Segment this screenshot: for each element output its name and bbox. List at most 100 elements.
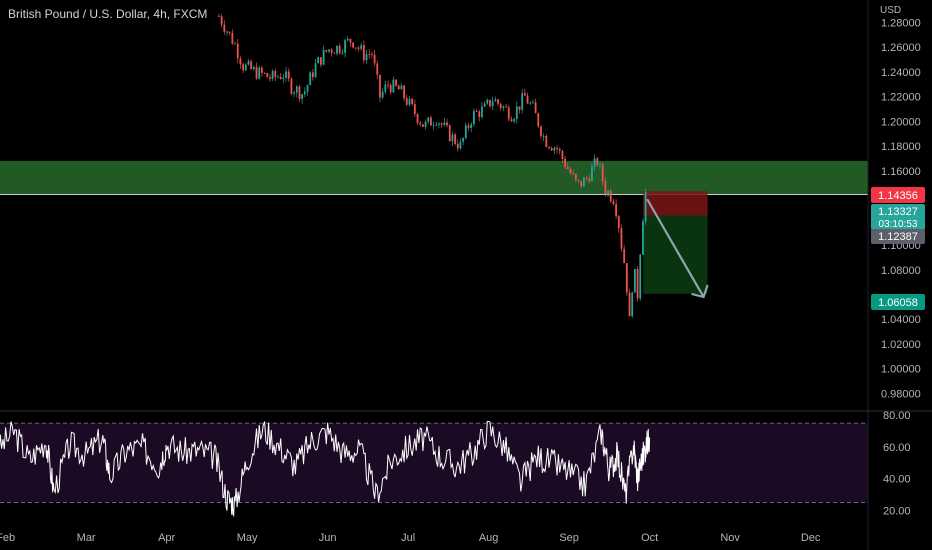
candle-body	[293, 92, 295, 94]
candle-body	[625, 263, 628, 293]
candle-body	[612, 201, 615, 205]
time-tick-label: Aug	[479, 532, 499, 544]
candlestick-series	[218, 13, 647, 318]
candle-body	[357, 47, 360, 49]
candle-body	[349, 38, 352, 43]
candle-body	[491, 101, 494, 107]
candle-body	[577, 179, 580, 182]
candle-body	[472, 110, 475, 125]
candle-body	[558, 149, 561, 151]
candle-body	[330, 49, 333, 53]
candle-body	[263, 72, 266, 74]
candle-body	[234, 43, 236, 45]
price-pane[interactable]	[0, 13, 868, 318]
candle-body	[322, 50, 325, 65]
candle-body	[523, 93, 526, 96]
entry-badge-text: 1.12387	[878, 231, 918, 243]
price-axis[interactable]: 1.28000 1.26000 1.24000 1.22000 1.20000 1.180…	[881, 17, 921, 400]
candle-body	[427, 117, 430, 122]
candle-body	[494, 99, 497, 102]
candle-body	[464, 125, 467, 138]
current-price-text: 1.13327	[878, 206, 918, 218]
rsi-pane[interactable]	[0, 421, 868, 518]
candle-body	[475, 110, 478, 112]
entry-badge	[871, 229, 925, 244]
time-tick-label: May	[237, 532, 258, 544]
time-tick-label: Apr	[158, 532, 175, 544]
candle-body	[405, 98, 408, 105]
candle-body	[478, 111, 481, 118]
price-tick-label: 1.26000	[881, 42, 921, 54]
rsi-tick-label: 20.00	[883, 505, 911, 517]
candle-body	[435, 124, 438, 126]
price-tick-label: 1.20000	[881, 116, 921, 128]
candle-body	[226, 31, 228, 33]
candle-body	[373, 54, 376, 64]
candle-body	[540, 126, 542, 137]
candle-body	[572, 173, 575, 175]
arrow-shaft	[646, 198, 705, 298]
candle-body	[596, 158, 599, 165]
candle-body	[250, 61, 253, 70]
candle-body	[279, 76, 282, 80]
candle-body	[333, 52, 336, 54]
target-zone	[643, 215, 708, 294]
price-tick-label: 1.24000	[881, 67, 921, 79]
candle-body	[631, 292, 634, 317]
candle-body	[446, 122, 448, 126]
candle-body	[362, 45, 365, 61]
candle-body	[456, 143, 459, 149]
candle-body	[381, 91, 384, 98]
candle-body	[397, 85, 400, 90]
price-tick-label: 0.98000	[881, 388, 921, 400]
candle-body	[451, 134, 454, 142]
rsi-line	[0, 421, 651, 518]
price-tick-label: 1.16000	[881, 166, 921, 178]
candle-body	[236, 43, 239, 59]
candle-body	[314, 63, 317, 78]
time-tick-label: Jul	[401, 532, 415, 544]
candle-body	[489, 99, 491, 107]
candle-body	[336, 45, 338, 54]
candle-body	[266, 73, 269, 78]
candle-body	[591, 166, 593, 182]
candle-body	[346, 38, 349, 41]
candle-body	[532, 102, 534, 104]
candle-body	[242, 64, 245, 71]
rsi-band	[0, 423, 868, 503]
candle-body	[534, 102, 537, 114]
candle-body	[387, 84, 389, 86]
candle-body	[247, 61, 250, 65]
candle-body	[328, 49, 330, 52]
time-tick-label: Sep	[559, 532, 579, 544]
candle-body	[424, 121, 427, 127]
candle-body	[486, 99, 489, 104]
candle-body	[271, 70, 274, 79]
candle-body	[287, 71, 290, 79]
candle-body	[416, 114, 419, 123]
candle-body	[365, 54, 368, 61]
candle-body	[582, 178, 585, 187]
arrow-head	[691, 284, 709, 299]
candle-body	[467, 125, 470, 128]
candle-body	[403, 85, 406, 99]
candle-body	[448, 125, 451, 142]
candle-body	[392, 79, 395, 93]
candle-body	[566, 167, 569, 169]
candle-body	[260, 67, 263, 73]
candle-body	[419, 122, 422, 125]
candle-body	[505, 106, 507, 108]
candle-body	[239, 58, 242, 65]
rsi-axis[interactable]: 80.00 60.00 40.00 20.00	[883, 410, 911, 517]
candle-body	[338, 45, 341, 53]
stop-badge	[871, 187, 925, 203]
currency-label: USD	[880, 5, 902, 16]
price-tick-label: 1.22000	[881, 92, 921, 104]
candle-body	[526, 95, 529, 104]
time-axis[interactable]: Feb Mar Apr May Jun Jul Aug Sep Oct Nov Dec	[0, 532, 821, 544]
candle-body	[599, 164, 601, 166]
candle-body	[483, 103, 486, 107]
symbol-title[interactable]: British Pound / U.S. Dollar, 4h, FXCM	[8, 7, 208, 21]
target-badge-text: 1.06058	[878, 297, 918, 309]
